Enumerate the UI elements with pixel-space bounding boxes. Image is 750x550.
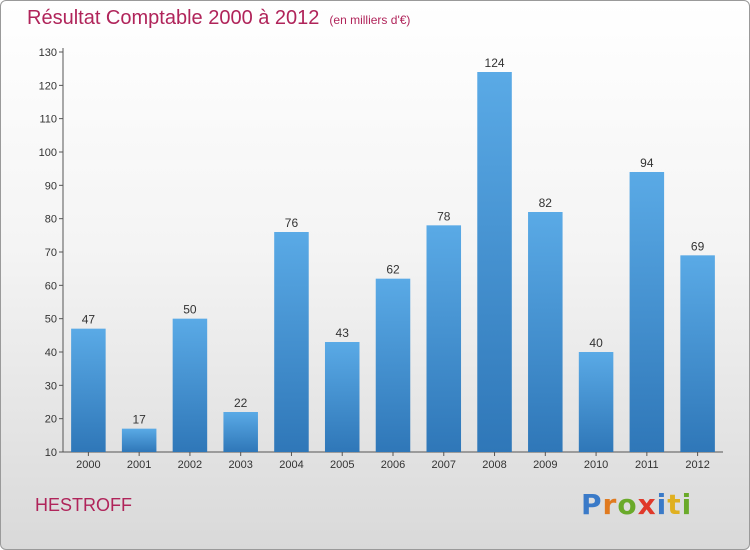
chart-subtitle: (en milliers d'€) — [329, 13, 411, 27]
bar-2003 — [223, 412, 258, 452]
x-tick-label: 2006 — [381, 459, 405, 471]
bar-2000 — [71, 328, 106, 452]
x-tick-label: 2010 — [584, 459, 608, 471]
bar-value-label: 124 — [485, 56, 505, 70]
x-tick-label: 2008 — [482, 459, 506, 471]
y-tick-label: 110 — [39, 114, 57, 126]
y-tick-label: 10 — [45, 447, 57, 459]
bar-2009 — [528, 212, 563, 452]
x-tick-label: 2009 — [533, 459, 557, 471]
x-tick-label: 2004 — [279, 459, 303, 471]
bars: 47 17 50 22 76 43 62 78 124 82 40 94 69 — [71, 56, 715, 452]
x-tick-label: 2012 — [685, 459, 709, 471]
y-tick-label: 70 — [45, 247, 57, 259]
y-tick-label: 90 — [45, 180, 57, 192]
y-tick-label: 80 — [45, 214, 57, 226]
bar-value-label: 47 — [82, 313, 96, 327]
bar-2002 — [172, 318, 208, 452]
bar-2006 — [375, 278, 411, 452]
bar-2010 — [578, 352, 614, 452]
chart-title: Résultat Comptable 2000 à 2012 (en millie… — [27, 7, 410, 30]
bar-value-label: 82 — [539, 196, 553, 210]
proxiti-logo[interactable]: Proxiti — [581, 488, 693, 521]
bar-2012 — [680, 255, 715, 452]
y-tick-label: 60 — [45, 280, 57, 292]
bar-2004 — [274, 232, 309, 452]
bar-2001 — [121, 428, 157, 452]
chart-title-text: Résultat Comptable 2000 à 2012 — [27, 7, 320, 29]
x-tick-label: 2002 — [178, 459, 202, 471]
x-tick-label: 2001 — [127, 459, 151, 471]
y-tick-label: 100 — [39, 147, 57, 159]
y-tick-label: 40 — [45, 347, 57, 359]
bar-value-label: 78 — [437, 209, 451, 223]
bar-value-label: 22 — [234, 396, 248, 410]
bar-value-label: 69 — [691, 239, 705, 253]
bar-value-label: 94 — [640, 156, 654, 170]
bar-2005 — [324, 342, 360, 452]
bar-2007 — [426, 225, 462, 452]
x-tick-label: 2011 — [635, 459, 659, 471]
x-tick-label: 2000 — [76, 459, 100, 471]
commune-name: HESTROFF — [35, 495, 132, 515]
bar-2011 — [629, 172, 665, 452]
bar-value-label: 40 — [589, 336, 603, 350]
bar-value-label: 76 — [285, 216, 299, 230]
x-tick-label: 2003 — [228, 459, 252, 471]
bar-2008 — [477, 72, 512, 452]
y-tick-label: 30 — [45, 380, 57, 392]
bar-value-label: 50 — [183, 303, 197, 317]
bar-value-label: 43 — [336, 326, 350, 340]
y-tick-label: 130 — [39, 47, 57, 59]
x-tick-label: 2005 — [330, 459, 354, 471]
bar-value-label: 17 — [132, 413, 146, 427]
bar-value-label: 62 — [386, 263, 400, 277]
x-tick-label: 2007 — [432, 459, 456, 471]
y-tick-label: 20 — [45, 414, 57, 426]
y-tick-label: 50 — [45, 314, 57, 326]
y-tick-label: 120 — [39, 80, 57, 92]
